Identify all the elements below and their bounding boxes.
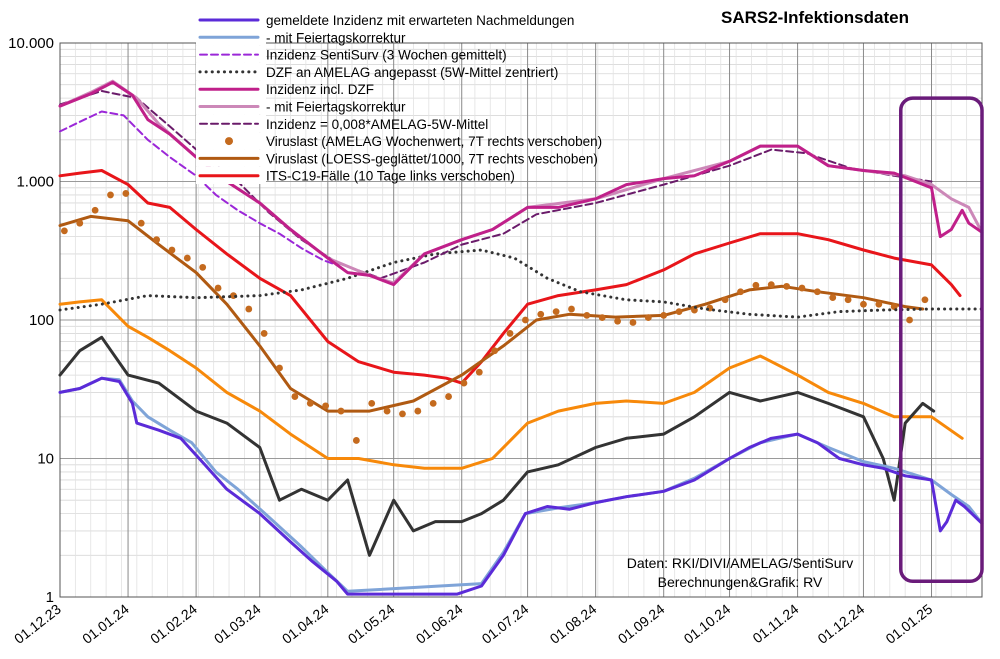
series-line-3 [58,248,984,319]
legend-label: Viruslast (AMELAG Wochenwert, 7T rechts … [266,134,602,149]
data-point [614,317,621,325]
data-point [906,316,913,324]
series-line-11 [58,335,936,557]
data-point [153,236,160,244]
legend-label: ITS-C19-Fälle (10 Tage links verschoben) [266,169,515,184]
data-point [291,393,299,400]
y-tick-label: 10 [37,451,54,468]
data-point [399,410,406,418]
data-point [844,296,852,304]
y-tick-label: 1.000 [16,174,54,191]
data-point [829,294,837,302]
data-point [352,437,360,444]
credit-line-data: Daten: RKI/DIVI/AMELAG/SentiSurv [627,555,853,571]
data-point [276,364,283,372]
data-point [214,284,222,292]
data-point [91,206,99,214]
legend-label: Inzidenz SentiSurv (3 Wochen gemittelt) [266,48,507,63]
series-line-4 [58,80,984,287]
data-point [644,314,652,322]
data-point [414,407,422,415]
data-point [107,191,114,199]
data-point [122,190,130,197]
data-point [813,288,821,296]
data-point [245,305,253,313]
legend-label: Viruslast (LOESS-geglättet/1000, 7T rech… [266,151,598,166]
data-point [860,300,867,308]
legend-label: Inzidenz = 0,008*AMELAG-5W-Mittel [266,117,488,132]
y-tick-label: 1 [46,589,54,606]
data-point [60,227,68,235]
data-point [429,399,437,407]
data-point [76,219,84,227]
data-point [737,288,744,296]
series-line-6 [59,90,933,280]
data-point [767,281,775,289]
data-point [752,281,760,289]
credit-line-graphics: Berechnungen&Grafik: RV [658,574,823,590]
y-tick-label: 10.000 [8,35,54,52]
series-layer [58,79,984,596]
legend-label: DZF an AMELAG angepasst (5W-Mittel zentr… [266,65,558,80]
data-point [783,282,791,290]
data-point [537,310,545,318]
data-point [552,308,560,315]
legend-label: gemeldete Inzidenz mit erwarteten Nachme… [266,13,574,28]
series-line-0 [58,376,984,596]
data-point [506,330,514,337]
legend-label: - mit Feiertagskorrektur [266,30,406,45]
highlight-box [899,96,984,583]
data-point [875,300,883,308]
y-tick-label: 100 [29,312,54,329]
data-point [337,407,345,415]
data-point [460,379,468,387]
data-point [491,347,499,355]
data-point [445,393,452,400]
data-point [583,311,591,319]
series-line-2 [59,110,338,266]
data-point [306,399,314,407]
legend-label: Inzidenz incl. DZF [266,82,374,97]
data-point [322,402,330,410]
data-point [921,296,929,304]
series-line-10 [58,298,964,470]
chart-title: SARS2-Infektionsdaten [721,8,909,27]
data-point [368,399,376,407]
highlight-box-layer [899,96,984,583]
series-viruslast-markers [60,190,929,444]
legend: gemeldete Inzidenz mit erwarteten Nachme… [196,11,602,184]
legend-marker [225,137,233,146]
data-point [260,330,268,337]
data-point [183,254,191,262]
data-point [521,316,529,324]
data-point [660,311,668,319]
legend-swatch-bg [196,114,266,133]
data-point [383,407,391,415]
data-point [598,314,606,322]
data-point [675,308,683,315]
legend-swatch-bg [196,45,266,63]
data-point [798,284,806,292]
data-point [137,219,145,227]
data-point [475,368,483,376]
data-point [629,319,637,326]
data-point [199,263,207,271]
data-point [721,296,729,304]
legend-label: - mit Feiertagskorrektur [266,100,406,115]
data-point [168,246,176,254]
data-point [568,305,575,313]
